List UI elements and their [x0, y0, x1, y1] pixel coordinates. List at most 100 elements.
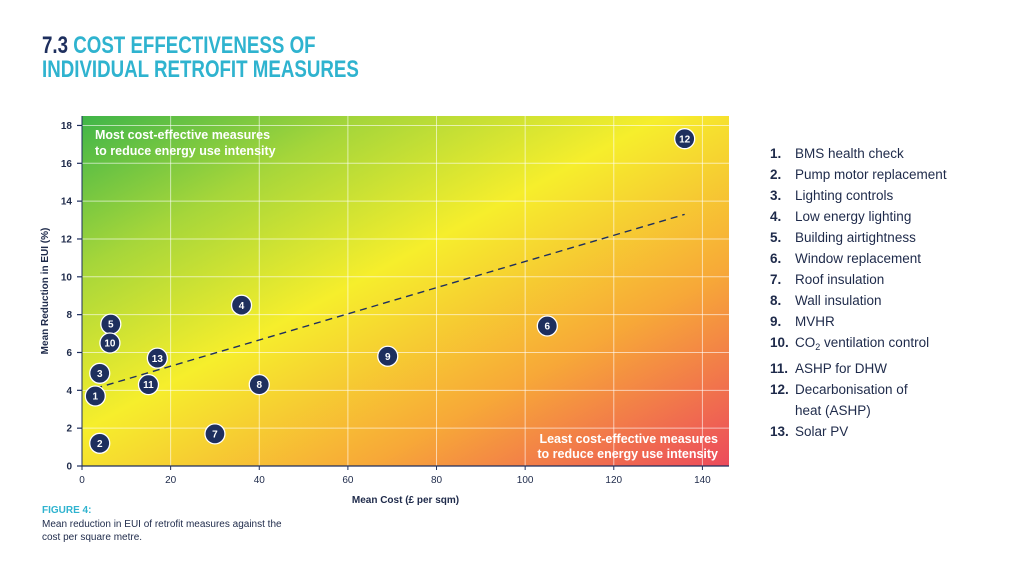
data-point-label: 1	[93, 392, 99, 403]
data-point-1: 1	[84, 385, 106, 407]
legend-item-number: 10.	[770, 335, 789, 350]
annotation-least-line2: to reduce energy use intensity	[537, 447, 718, 461]
data-point-marker	[99, 332, 121, 354]
data-point-marker	[84, 385, 106, 407]
legend-item-3: 3. Lighting controls	[770, 185, 947, 206]
legend-item-8: 8. Wall insulation	[770, 290, 947, 311]
data-point-13: 13	[146, 347, 168, 369]
legend-item-subscript: 2	[815, 342, 821, 352]
data-point-marker	[230, 294, 253, 316]
y-tick-label: 16	[61, 159, 73, 170]
annotation-most-line1: Most cost-effective measures	[95, 128, 270, 142]
figure-caption: Mean reduction in EUI of retrofit measur…	[42, 519, 282, 543]
legend-item-number: 6.	[770, 251, 782, 266]
data-point-label: 10	[104, 339, 116, 350]
legend-item-number: 5.	[770, 230, 782, 245]
legend-item-5: 5. Building airtightness	[770, 227, 947, 248]
data-point-marker	[89, 362, 111, 384]
data-point-marker	[674, 128, 696, 150]
data-point-label: 8	[256, 380, 262, 391]
data-point-marker	[137, 373, 160, 396]
legend-item-label-line2: heat (ASHP)	[795, 403, 871, 418]
legend-item-label: BMS health check	[795, 146, 904, 161]
section-title-line1: COST EFFECTIVENESS OF	[73, 32, 316, 59]
plot-background	[82, 116, 729, 466]
data-point-label: 5	[108, 320, 114, 331]
legend-item-12: 12. Decarbonisation of heat (ASHP)	[770, 379, 947, 421]
data-point-label: 7	[212, 429, 218, 440]
legend-item-label: Solar PV	[795, 424, 849, 439]
y-tick-label: 18	[61, 121, 73, 132]
y-tick-label: 12	[61, 234, 73, 245]
x-tick-label: 120	[605, 475, 622, 486]
data-point-label: 6	[545, 322, 551, 333]
y-tick-label: 6	[66, 348, 72, 359]
legend-item-label: Window replacement	[795, 251, 922, 266]
data-point-11: 11	[137, 373, 160, 396]
axes	[77, 116, 729, 470]
legend-item-number: 7.	[770, 272, 782, 287]
data-point-marker	[536, 315, 558, 337]
trend-line	[95, 213, 685, 390]
annotation-least-line1: Least cost-effective measures	[539, 432, 718, 446]
y-tick-label: 2	[66, 424, 72, 435]
legend-item-label: CO	[795, 335, 816, 350]
legend-item-number: 4.	[770, 209, 782, 224]
data-point-marker	[146, 347, 168, 369]
data-point-6: 6	[536, 315, 558, 337]
y-axis-label: Mean Reduction in EUI (%)	[40, 228, 51, 355]
data-point-marker	[204, 423, 226, 445]
y-tick-label: 8	[66, 310, 72, 321]
legend-item-number: 11.	[770, 361, 789, 376]
legend-item-number: 1.	[770, 146, 782, 161]
data-point-marker	[248, 373, 270, 396]
data-point-12: 12	[674, 128, 696, 150]
legend-item-number: 8.	[770, 293, 782, 308]
x-tick-label: 0	[79, 475, 85, 486]
legend-item-label: MVHR	[795, 314, 835, 329]
legend-item-1: 1. BMS health check	[770, 143, 947, 164]
legend-item-13: 13. Solar PV	[770, 421, 947, 442]
data-point-3: 3	[89, 362, 111, 384]
data-point-marker	[377, 345, 399, 367]
x-tick-label: 100	[517, 475, 534, 486]
legend-item-label: Building airtightness	[795, 230, 916, 245]
data-point-label: 12	[679, 134, 691, 145]
legend-item-number: 12.	[770, 382, 789, 397]
legend-item-label: Pump motor replacement	[795, 167, 947, 182]
y-tick-label: 14	[61, 197, 73, 208]
data-point-label: 9	[385, 352, 391, 363]
figure-label: FIGURE 4:	[42, 505, 92, 516]
legend-item-label-rest: ventilation control	[820, 335, 930, 350]
legend-item-9: 9. MVHR	[770, 311, 947, 332]
legend-item-label: Low energy lighting	[795, 209, 912, 224]
section-title-line2: INDIVIDUAL RETROFIT MEASURES	[42, 56, 359, 83]
data-point-5: 5	[100, 313, 122, 335]
data-point-label: 4	[239, 301, 245, 312]
data-point-marker	[89, 432, 111, 454]
data-point-7: 7	[204, 423, 226, 445]
legend-item-6: 6. Window replacement	[770, 248, 947, 269]
legend-item-number: 9.	[770, 314, 782, 329]
y-tick-label: 0	[66, 462, 72, 473]
section-number: 7.3	[42, 32, 69, 59]
grid-lines	[82, 116, 729, 466]
legend-item-4: 4. Low energy lighting	[770, 206, 947, 227]
data-point-8: 8	[248, 373, 270, 396]
legend-item-label: Lighting controls	[795, 188, 894, 203]
data-point-label: 3	[97, 369, 103, 380]
legend-item-11: 11. ASHP for DHW	[770, 358, 947, 379]
x-tick-label: 60	[342, 475, 354, 486]
x-tick-label: 140	[694, 475, 711, 486]
data-point-label: 13	[152, 354, 164, 365]
data-point-9: 9	[377, 345, 399, 367]
data-point-label: 11	[143, 380, 154, 391]
x-tick-label: 20	[165, 475, 177, 486]
legend-item-2: 2. Pump motor replacement	[770, 164, 947, 185]
x-axis-label: Mean Cost (£ per sqm)	[352, 495, 459, 506]
x-tick-label: 80	[431, 475, 443, 486]
legend-item-label: Roof insulation	[795, 272, 885, 287]
